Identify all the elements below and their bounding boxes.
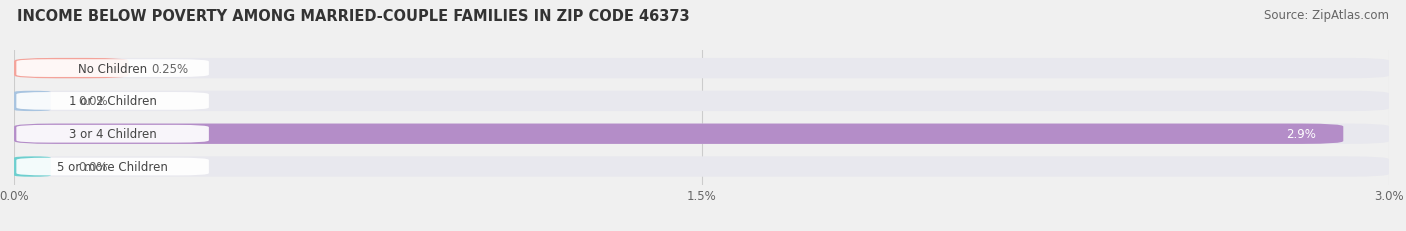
- FancyBboxPatch shape: [14, 59, 1389, 79]
- Text: INCOME BELOW POVERTY AMONG MARRIED-COUPLE FAMILIES IN ZIP CODE 46373: INCOME BELOW POVERTY AMONG MARRIED-COUPL…: [17, 9, 689, 24]
- FancyBboxPatch shape: [17, 93, 209, 110]
- Text: 0.0%: 0.0%: [79, 160, 108, 173]
- FancyBboxPatch shape: [17, 158, 209, 176]
- FancyBboxPatch shape: [14, 124, 1389, 144]
- Text: 1 or 2 Children: 1 or 2 Children: [69, 95, 156, 108]
- Text: 5 or more Children: 5 or more Children: [58, 160, 169, 173]
- FancyBboxPatch shape: [14, 91, 1389, 112]
- Text: 0.25%: 0.25%: [152, 62, 188, 75]
- FancyBboxPatch shape: [17, 125, 209, 143]
- FancyBboxPatch shape: [14, 59, 129, 79]
- Text: 2.9%: 2.9%: [1286, 128, 1316, 141]
- FancyBboxPatch shape: [14, 157, 51, 177]
- FancyBboxPatch shape: [14, 124, 1343, 144]
- FancyBboxPatch shape: [14, 157, 1389, 177]
- FancyBboxPatch shape: [17, 60, 209, 78]
- Text: 0.0%: 0.0%: [79, 95, 108, 108]
- Text: Source: ZipAtlas.com: Source: ZipAtlas.com: [1264, 9, 1389, 22]
- Text: No Children: No Children: [79, 62, 148, 75]
- FancyBboxPatch shape: [14, 91, 51, 112]
- Text: 3 or 4 Children: 3 or 4 Children: [69, 128, 156, 141]
